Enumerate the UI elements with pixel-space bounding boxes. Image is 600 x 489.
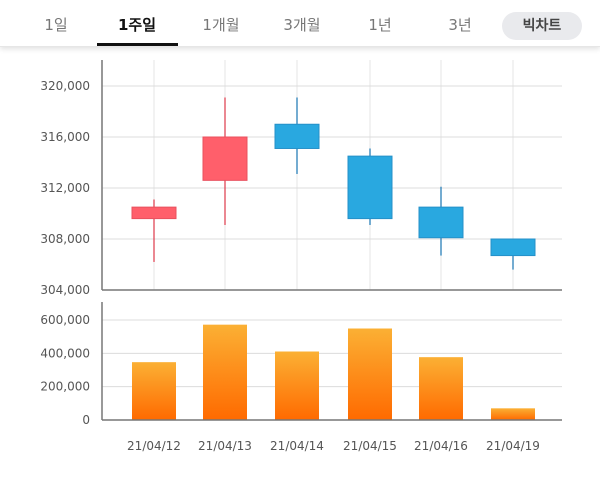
tab-1-week[interactable]: 1주일 [117, 16, 157, 34]
price-tick-label: 308,000 [40, 232, 90, 246]
volume-bar [419, 357, 463, 420]
tab-1-day[interactable]: 1일 [44, 16, 68, 34]
volume-bar [132, 362, 176, 420]
tab-1-year[interactable]: 1년 [368, 16, 392, 34]
volume-tick-label: 0 [82, 413, 90, 427]
tab-3-years[interactable]: 3년 [448, 16, 472, 34]
x-tick-label: 21/04/12 [127, 439, 181, 453]
x-tick-label: 21/04/13 [198, 439, 252, 453]
volume-tick-label: 200,000 [40, 380, 90, 394]
price-tick-label: 316,000 [40, 130, 90, 144]
tab-3-months[interactable]: 3개월 [283, 16, 321, 34]
x-tick-label: 21/04/16 [414, 439, 468, 453]
volume-tick-label: 600,000 [40, 313, 90, 327]
volume-tick-label: 400,000 [40, 346, 90, 360]
candle-body [490, 238, 536, 257]
volume-bar [491, 408, 535, 420]
active-tab-indicator [97, 43, 178, 46]
volume-bar [348, 328, 392, 420]
candle-body [274, 123, 320, 149]
volume-bar [275, 351, 319, 420]
candle-body [347, 155, 393, 220]
price-tick-label: 320,000 [40, 79, 90, 93]
candle-body [131, 206, 177, 220]
x-tick-label: 21/04/14 [270, 439, 324, 453]
tab-1-month[interactable]: 1개월 [202, 16, 240, 34]
x-tick-label: 21/04/19 [486, 439, 540, 453]
big-chart-button[interactable]: 빅차트 [502, 12, 582, 40]
x-tick-label: 21/04/15 [343, 439, 397, 453]
volume-bar [203, 324, 247, 420]
period-tabs: 1일 1주일 1개월 3개월 1년 3년 빅차트 [0, 0, 600, 47]
candle-body [202, 136, 248, 181]
price-tick-label: 312,000 [40, 181, 90, 195]
price-tick-label: 304,000 [40, 283, 90, 297]
candle-body [418, 206, 464, 239]
